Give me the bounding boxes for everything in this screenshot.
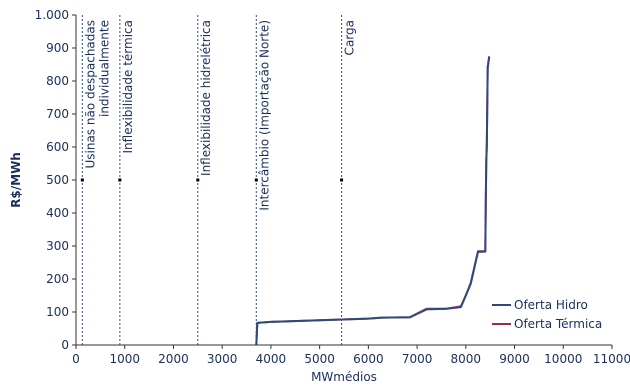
vertical-marker-dot — [254, 178, 258, 182]
vertical-marker-label: Inflexibilidade térmica — [121, 20, 135, 154]
vertical-marker-dot — [196, 178, 200, 182]
x-tick-label: 0 — [72, 352, 80, 366]
y-tick-label: 400 — [46, 206, 69, 220]
vertical-marker-label: Inflexibilidade hidrelétrica — [199, 20, 213, 176]
x-tick-label: 4000 — [256, 352, 287, 366]
vertical-marker-dot — [340, 178, 344, 182]
vertical-marker-label: Intercâmbio (Importação Norte) — [257, 20, 271, 211]
y-tick-label: 800 — [46, 74, 69, 88]
x-tick-label: 6000 — [353, 352, 384, 366]
y-tick-label: 200 — [46, 272, 69, 286]
y-tick-label: 900 — [46, 41, 69, 55]
y-tick-label: 500 — [46, 173, 69, 187]
x-axis-title: MWmédios — [311, 370, 377, 384]
y-tick-label: 700 — [46, 107, 69, 121]
x-tick-label: 11000 — [593, 352, 630, 366]
vertical-marker-label: Usinas não despachadas — [83, 20, 97, 169]
vertical-marker-dot — [118, 178, 122, 182]
legend-label: Oferta Hidro — [514, 298, 588, 312]
x-tick-label: 9000 — [499, 352, 530, 366]
x-tick-label: 2000 — [158, 352, 189, 366]
series-line — [255, 56, 491, 346]
legend: Oferta Hidro Oferta Térmica — [492, 298, 602, 331]
y-tick-label: 100 — [46, 305, 69, 319]
y-axis-title: R$/MWh — [9, 152, 23, 208]
x-tick-label: 10000 — [544, 352, 582, 366]
y-tick-label: 0 — [61, 338, 69, 352]
x-tick-label: 8000 — [451, 352, 482, 366]
x-tick-label: 5000 — [304, 352, 335, 366]
legend-label: Oferta Térmica — [514, 317, 602, 331]
plot-area — [76, 15, 612, 345]
vertical-marker-dot — [80, 178, 84, 182]
y-tick-label: 1.000 — [35, 8, 69, 22]
y-tick-label: 600 — [46, 140, 69, 154]
x-tick-label: 1000 — [109, 352, 140, 366]
y-tick-label: 300 — [46, 239, 69, 253]
vertical-marker-label: individualmente — [97, 20, 111, 117]
x-tick-label: 7000 — [402, 352, 433, 366]
x-tick-label: 3000 — [207, 352, 238, 366]
vertical-marker-label: Carga — [343, 20, 357, 55]
